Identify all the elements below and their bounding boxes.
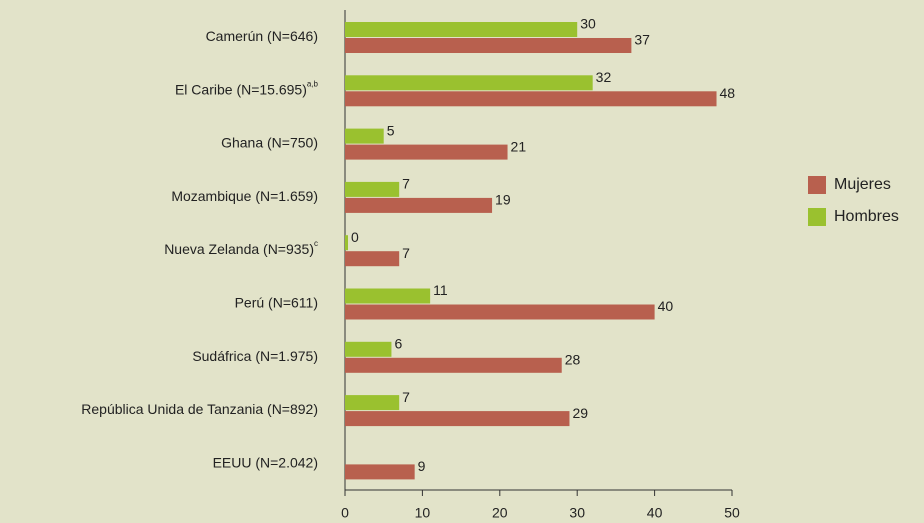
legend-swatch	[808, 208, 826, 226]
value-label: 32	[596, 69, 612, 85]
value-label: 11	[433, 282, 448, 298]
bar	[345, 251, 400, 267]
category-name: EEUU (N=2.042)	[213, 454, 318, 470]
category-name: Perú (N=611)	[235, 294, 318, 310]
category-label: Camerún (N=646)	[206, 28, 318, 44]
value-label: 30	[580, 16, 596, 32]
bar	[345, 128, 384, 144]
category-name: Mozambique (N=1.659)	[171, 188, 318, 204]
category-label: República Unida de Tanzania (N=892)	[81, 401, 318, 417]
bar	[345, 38, 632, 53]
value-label: 9	[418, 458, 426, 474]
value-label: 7	[402, 245, 410, 261]
bar	[345, 357, 562, 373]
x-tick-label: 10	[415, 505, 431, 521]
category-label: Ghana (N=750)	[221, 134, 318, 150]
value-label: 48	[720, 85, 736, 101]
value-label: 5	[387, 122, 395, 138]
x-tick-label: 40	[647, 505, 663, 521]
bar	[345, 341, 392, 357]
x-tick-label: 20	[492, 505, 508, 521]
category-label: Mozambique (N=1.659)	[171, 188, 318, 204]
category-label: El Caribe (N=15.695)a,b	[175, 79, 319, 97]
category-name: Sudáfrica (N=1.975)	[192, 348, 318, 364]
bar	[345, 181, 400, 197]
category-name: República Unida de Tanzania (N=892)	[81, 401, 318, 417]
category-label: EEUU (N=2.042)	[213, 454, 318, 470]
bar	[345, 395, 400, 411]
value-label: 28	[565, 352, 581, 368]
legend-swatch	[808, 176, 826, 194]
category-name: Nueva Zelanda (N=935)	[164, 241, 314, 257]
bar	[345, 464, 415, 480]
category-label: Sudáfrica (N=1.975)	[192, 348, 318, 364]
x-tick-label: 30	[569, 505, 585, 521]
category-name: El Caribe (N=15.695)	[175, 81, 307, 97]
bar	[345, 235, 348, 251]
bar	[345, 304, 655, 320]
bar	[345, 91, 717, 107]
bar	[345, 75, 593, 91]
value-label: 7	[402, 176, 410, 192]
value-label: 19	[495, 192, 511, 208]
bar	[345, 22, 578, 37]
category-name: Ghana (N=750)	[221, 134, 318, 150]
legend-label: Mujeres	[834, 176, 891, 193]
x-tick-label: 50	[724, 505, 740, 521]
bar	[345, 144, 508, 160]
category-name: Camerún (N=646)	[206, 28, 318, 44]
value-label: 0	[351, 229, 359, 245]
bar	[345, 288, 431, 304]
category-note: a,b	[307, 79, 319, 88]
value-label: 37	[634, 32, 650, 48]
value-label: 21	[511, 138, 527, 154]
legend-label: Hombres	[834, 208, 899, 225]
value-label: 29	[572, 405, 588, 421]
bar	[345, 411, 570, 427]
value-label: 40	[658, 298, 674, 314]
x-tick-label: 0	[341, 505, 349, 521]
category-label: Nueva Zelanda (N=935)c	[164, 239, 318, 257]
value-label: 7	[402, 389, 410, 405]
category-note: c	[314, 239, 318, 248]
bar	[345, 197, 493, 213]
category-label: Perú (N=611)	[235, 294, 318, 310]
value-label: 6	[394, 336, 402, 352]
